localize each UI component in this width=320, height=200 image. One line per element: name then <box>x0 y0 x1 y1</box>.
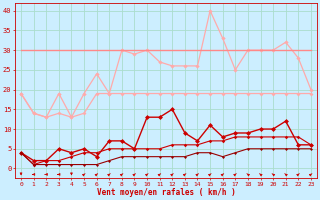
X-axis label: Vent moyen/en rafales ( km/h ): Vent moyen/en rafales ( km/h ) <box>97 188 236 197</box>
